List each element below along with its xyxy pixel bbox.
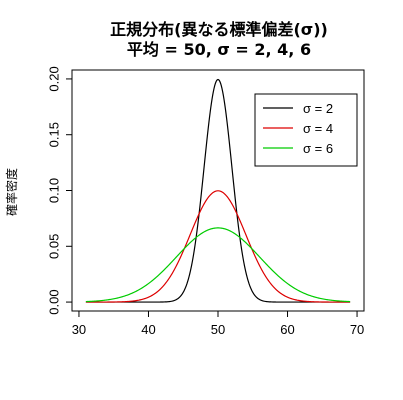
series-line-sigma-2 (85, 78, 351, 303)
legend-box (254, 93, 358, 167)
y-tick-label: 0.10 (47, 178, 62, 203)
chart-subtitle: 平均 = 50, σ = 2, 4, 6 (127, 40, 311, 59)
plot-area: 30 40 50 60 70 0.00 0.05 0.10 0.15 0.20 σ = 2 σ = 4… (47, 66, 365, 337)
legend-label-sigma-6: σ = 6 (303, 141, 333, 156)
x-tick-label: 60 (280, 322, 294, 337)
y-tick-label: 0.00 (47, 289, 62, 314)
x-tick-label: 40 (141, 322, 155, 337)
series-line-sigma-6 (85, 227, 351, 303)
legend-label-sigma-2: σ = 2 (303, 101, 333, 116)
y-tick-label: 0.15 (47, 122, 62, 147)
chart-title: 正規分布(異なる標準偏差(σ)) (110, 20, 328, 39)
x-tick-label: 30 (72, 322, 86, 337)
y-tick-label: 0.05 (47, 234, 62, 259)
legend-label-sigma-4: σ = 4 (303, 121, 333, 136)
y-tick-label: 0.20 (47, 66, 62, 91)
x-tick-label: 50 (211, 322, 225, 337)
series-line-sigma-4 (85, 190, 351, 303)
x-tick-label: 70 (350, 322, 364, 337)
y-axis-label: 確率密度 (4, 168, 19, 216)
